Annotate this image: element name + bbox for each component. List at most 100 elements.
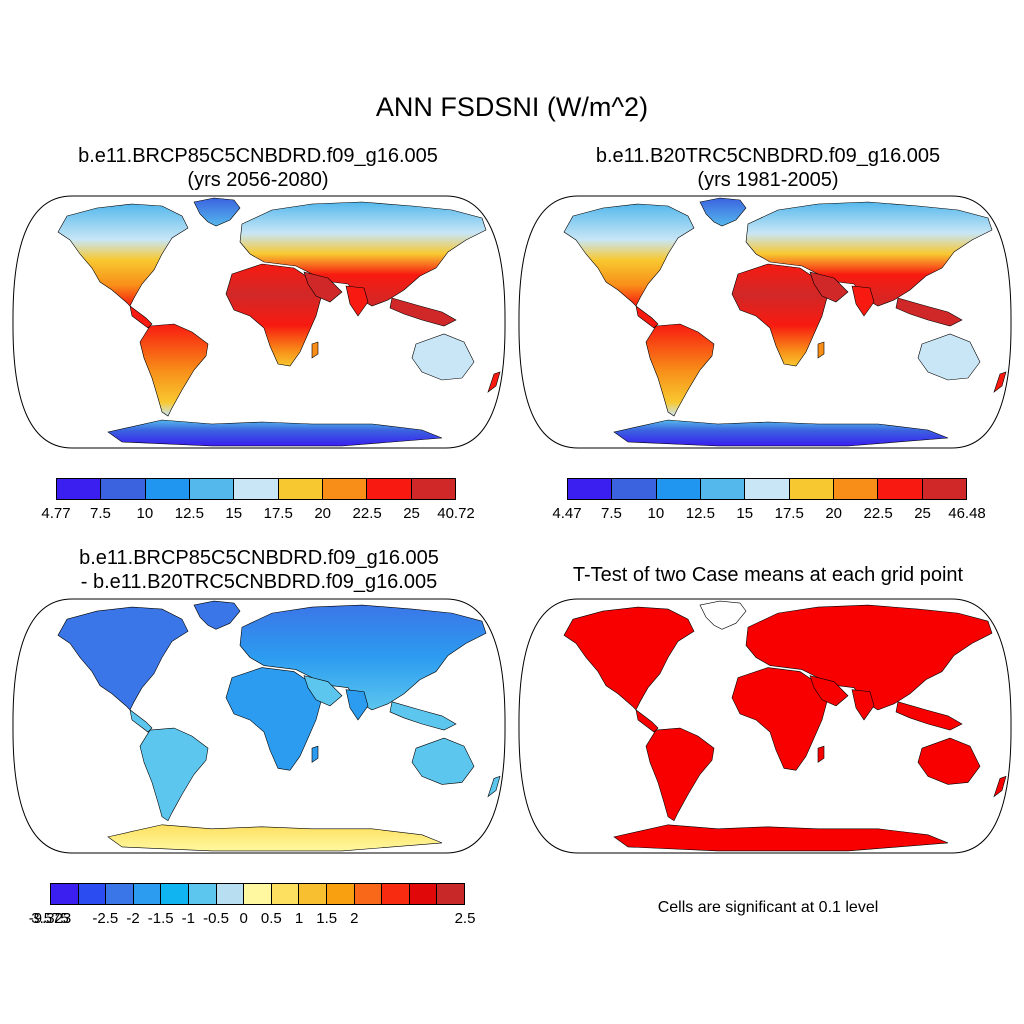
- future-arabia-region: [303, 271, 343, 303]
- difference-arabia-region: [303, 675, 343, 707]
- colorbar-difference-swatch: [216, 884, 245, 904]
- colorbar-difference-swatch: [51, 884, 79, 904]
- colorbar-difference-swatch: [299, 884, 327, 904]
- colorbar-future-tick-label: 15: [225, 505, 243, 522]
- colorbar-difference-swatch: [78, 884, 107, 904]
- colorbar-difference-tick-label: -1.5: [147, 910, 174, 927]
- colorbar-difference-tick-label: -9.323: [28, 910, 72, 927]
- colorbar-historical: 4.47 7.5 10 12.5 15 17.5 20 22.5 25 46.48: [552, 478, 986, 523]
- future-nz-region: [487, 371, 501, 393]
- colorbar-historical-swatch: [612, 479, 657, 499]
- panel-1-title-line2: (yrs 2056-2080): [187, 169, 329, 191]
- significance-eurasia-region: [745, 604, 993, 711]
- panel-2-title-line1: b.e11.B20TRC5CNBDRD.f09_g16.005: [595, 145, 941, 167]
- colorbar-future-tick-label: 10: [136, 505, 154, 522]
- difference-antarctica-region: [107, 824, 443, 852]
- future-seasia-region: [389, 297, 457, 327]
- panel-3-title-line2: - b.e11.B20TRC5CNBDRD.f09_g16.005: [80, 571, 438, 593]
- colorbar-difference-swatch: [409, 884, 438, 904]
- colorbar-difference-swatch: [437, 884, 464, 904]
- colorbar-historical-tick-label: 4.47: [552, 505, 582, 522]
- future-india-region: [345, 285, 369, 317]
- colorbar-future-tick-label: 4.77: [41, 505, 71, 522]
- historical-madagascar-region: [817, 341, 825, 359]
- significance-antarctica-region: [613, 824, 949, 852]
- difference-nz-region: [487, 775, 501, 798]
- difference-madagascar-region: [311, 745, 319, 763]
- colorbar-difference-swatch: [326, 884, 355, 904]
- colorbar-difference-tick-label: -2: [126, 910, 140, 927]
- colorbar-historical-swatch: [833, 479, 879, 499]
- difference-map-border: [12, 598, 506, 854]
- future-madagascar-region: [311, 341, 319, 359]
- difference-africa-region: [225, 667, 323, 771]
- colorbar-historical-swatch: [878, 479, 923, 499]
- significance-india-region: [851, 689, 875, 721]
- colorbar-difference-tick-label: 0.5: [260, 910, 282, 927]
- future-africa-region: [225, 263, 323, 367]
- difference-australia-region: [411, 737, 475, 785]
- colorbar-future-swatch: [189, 479, 235, 499]
- colorbar-future-tick-label: 40.72: [437, 505, 475, 522]
- colorbar-future-swatch: [367, 479, 412, 499]
- future-antarctica-region: [107, 419, 443, 447]
- future-samerica-region: [139, 323, 209, 417]
- significance-nz-region: [993, 775, 1007, 798]
- colorbar-difference-tick-label: -2.5: [92, 910, 119, 927]
- historical-australia-region: [917, 333, 981, 381]
- difference-eurasia-region: [239, 604, 487, 711]
- colorbar-difference-swatch: [133, 884, 162, 904]
- future-camerica-region: [129, 305, 153, 329]
- colorbar-future-tick-label: 17.5: [263, 505, 293, 522]
- colorbar-future-swatch: [57, 479, 102, 499]
- difference-seasia-region: [389, 701, 457, 731]
- colorbar-future-tick-label: 25: [403, 505, 420, 522]
- colorbar-difference-swatch: [271, 884, 300, 904]
- difference-india-region: [345, 689, 369, 721]
- panel-3-title-line1: b.e11.BRCP85C5CNBDRD.f09_g16.005: [79, 547, 439, 569]
- colorbar-future-swatch: [145, 479, 190, 499]
- colorbar-historical-tick-label: 25: [914, 505, 931, 522]
- future-greenland-region: [193, 197, 241, 227]
- significance-namerica-region: [563, 606, 695, 711]
- colorbar-historical-tick-label: 20: [825, 505, 842, 522]
- historical-seasia-region: [895, 297, 963, 327]
- map-future-case: [12, 195, 506, 449]
- significance-africa-region: [731, 667, 829, 771]
- colorbar-historical-tick-label: 12.5: [685, 505, 715, 522]
- historical-map-border: [518, 195, 1012, 449]
- future-eurasia-region: [239, 201, 487, 307]
- colorbar-difference-tick-label: 1.5: [316, 910, 338, 927]
- colorbar-difference-swatch: [382, 884, 410, 904]
- colorbar-difference-tick-label: 2: [350, 910, 359, 927]
- colorbar-future-swatch: [322, 479, 368, 499]
- panel-1-title: b.e11.BRCP85C5CNBDRD.f09_g16.005 (yrs 20…: [8, 144, 508, 192]
- panel-1-title-line1: b.e11.BRCP85C5CNBDRD.f09_g16.005: [78, 145, 438, 167]
- colorbar-historical-swatch: [789, 479, 834, 499]
- colorbar-difference-bar: [50, 883, 465, 905]
- significance-australia-region: [917, 737, 981, 785]
- colorbar-difference-tick-label: -0.5: [203, 910, 229, 927]
- significance-arabia-region: [809, 675, 849, 707]
- panel-4-title: T-Test of two Case means at each grid po…: [572, 564, 964, 586]
- significance-greenland-region: [699, 600, 747, 630]
- colorbar-historical-bar: [567, 478, 967, 500]
- future-australia-region: [411, 333, 475, 381]
- colorbar-future-tick-label: 22.5: [352, 505, 382, 522]
- map-ttest-significance: [518, 598, 1012, 854]
- colorbar-difference-tick-label: 0: [239, 910, 248, 927]
- difference-greenland-region: [193, 600, 241, 630]
- colorbar-difference-swatch: [188, 884, 217, 904]
- colorbar-historical-tick-label: 17.5: [774, 505, 804, 522]
- significance-samerica-region: [645, 727, 715, 822]
- colorbar-historical-swatch: [656, 479, 701, 499]
- colorbar-difference-swatch: [161, 884, 189, 904]
- historical-greenland-region: [699, 197, 747, 227]
- colorbar-future-swatch: [234, 479, 279, 499]
- colorbar-future-tick-label: 7.5: [90, 505, 111, 522]
- historical-camerica-region: [635, 305, 659, 329]
- future-namerica-region: [57, 203, 189, 307]
- historical-arabia-region: [809, 271, 849, 303]
- colorbar-historical-tick-label: 10: [647, 505, 665, 522]
- colorbar-historical-swatch: [700, 479, 746, 499]
